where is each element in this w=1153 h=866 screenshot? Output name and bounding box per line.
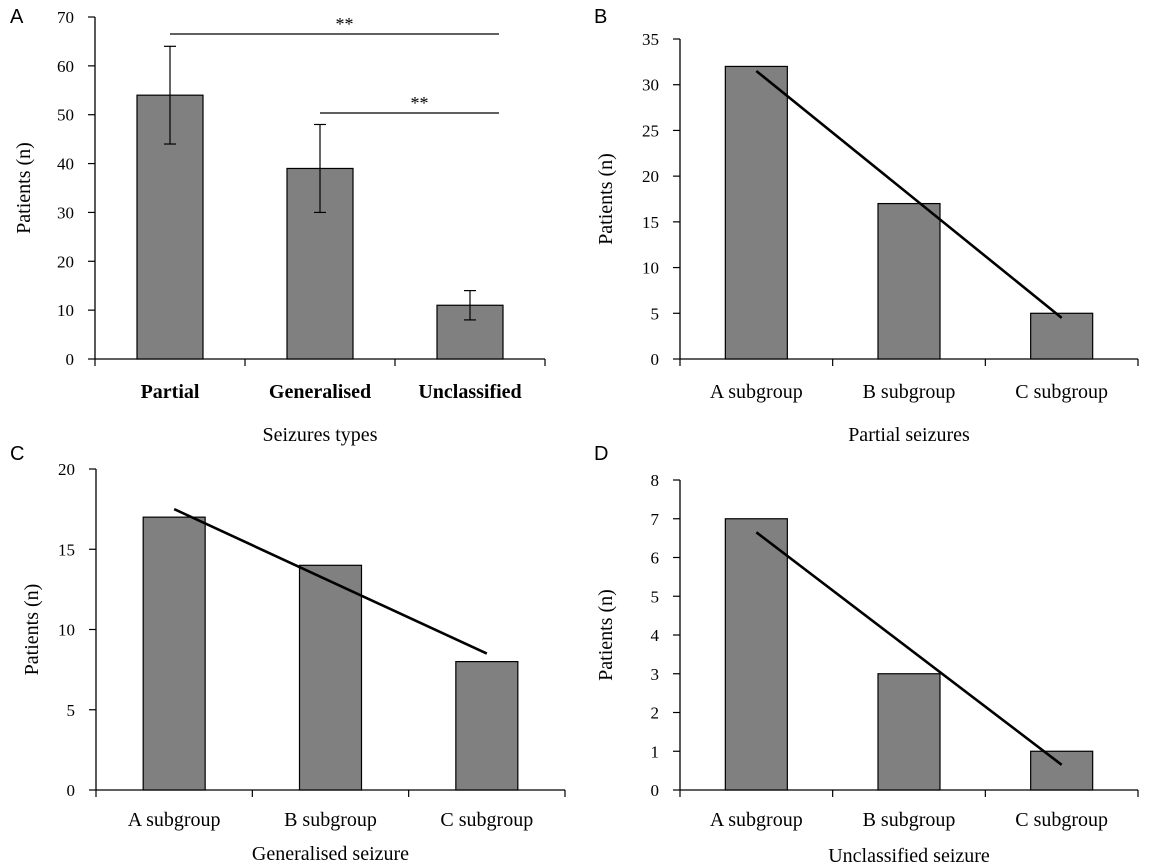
y-tick-label: 5 bbox=[67, 701, 76, 720]
chart-panel-b: 0 5 10 15 20 25 30 35 A subgroup B subgroup C subg… bbox=[595, 30, 1139, 446]
bar-3 bbox=[1030, 750, 1094, 791]
y-tick-label: 7 bbox=[651, 510, 660, 529]
x-category-label: B subgroup bbox=[863, 381, 956, 403]
y-axis-title: Patients (n) bbox=[595, 589, 617, 681]
y-tick-label: 15 bbox=[642, 213, 659, 232]
y-tick-label: 2 bbox=[651, 704, 660, 723]
bar-2 bbox=[877, 202, 941, 360]
y-tick-label: 6 bbox=[651, 549, 660, 568]
bar-1 bbox=[142, 516, 206, 791]
trend-line bbox=[755, 531, 1063, 766]
y-tick-label: 0 bbox=[651, 350, 660, 369]
x-category-label: A subgroup bbox=[128, 809, 221, 831]
y-tick-label: 20 bbox=[58, 460, 75, 479]
panel-letter-b: B bbox=[594, 6, 608, 28]
y-tick-label: 10 bbox=[642, 259, 659, 278]
x-category-label: C subgroup bbox=[1015, 381, 1108, 403]
chart-panel-d: 0 1 2 3 4 5 6 7 8 A subgroup B subgroup C subgroup U… bbox=[595, 471, 1139, 866]
y-tick-label: 4 bbox=[651, 626, 660, 645]
x-category-label: Generalised bbox=[269, 381, 371, 403]
y-tick-label: 25 bbox=[642, 121, 659, 140]
x-category-label: Partial bbox=[141, 381, 200, 403]
y-tick-label: 10 bbox=[57, 301, 74, 320]
y-tick-label: 30 bbox=[642, 76, 659, 95]
x-category-label: C subgroup bbox=[1015, 809, 1108, 831]
bar-1 bbox=[724, 65, 788, 360]
y-tick-label: 40 bbox=[57, 155, 74, 174]
x-category-label: B subgroup bbox=[863, 809, 956, 831]
y-tick-label: 15 bbox=[58, 540, 75, 559]
y-axis-title: Patients (n) bbox=[13, 142, 35, 234]
x-axis-title: Unclassified seizure bbox=[828, 845, 990, 866]
bar-2 bbox=[298, 564, 363, 791]
bar-3 bbox=[1030, 312, 1094, 360]
y-tick-label: 1 bbox=[651, 742, 660, 761]
x-category-label: B subgroup bbox=[284, 809, 377, 831]
panel-letter-c: C bbox=[10, 443, 25, 465]
y-tick-label: 10 bbox=[58, 621, 75, 640]
y-tick-label: 20 bbox=[642, 167, 659, 186]
y-tick-label: 50 bbox=[57, 106, 74, 125]
y-axis-title: Patients (n) bbox=[21, 584, 43, 676]
y-tick-label: 20 bbox=[57, 252, 74, 271]
significance-label-2: ** bbox=[411, 93, 429, 113]
trend-line bbox=[755, 69, 1063, 319]
bar-1 bbox=[724, 518, 788, 791]
y-tick-label: 0 bbox=[66, 350, 75, 369]
y-tick-label: 0 bbox=[67, 781, 76, 800]
y-axis-title: Patients (n) bbox=[595, 153, 617, 245]
y-tick-label: 5 bbox=[651, 304, 660, 323]
y-tick-label: 35 bbox=[642, 30, 659, 49]
bar-2 bbox=[877, 673, 941, 791]
bar-3 bbox=[455, 660, 519, 791]
y-tick-label: 8 bbox=[651, 471, 660, 490]
y-tick-label: 0 bbox=[651, 781, 660, 800]
x-category-label: C subgroup bbox=[440, 809, 533, 831]
chart-panel-c: 0 5 10 15 20 A subgroup B subgroup C subgroup Ge… bbox=[21, 460, 566, 865]
y-tick-label: 60 bbox=[57, 57, 74, 76]
y-tick-label: 5 bbox=[651, 587, 660, 606]
y-tick-label: 70 bbox=[57, 8, 74, 27]
chart-panel-a: 0 10 20 30 40 50 60 70 ** ** Partial Generalised Unc… bbox=[13, 8, 546, 446]
y-tick-label: 30 bbox=[57, 203, 74, 222]
x-category-label: A subgroup bbox=[710, 381, 803, 403]
panel-letter-d: D bbox=[594, 443, 609, 465]
trend-line bbox=[173, 507, 488, 655]
x-category-label: A subgroup bbox=[710, 809, 803, 831]
significance-label-1: ** bbox=[336, 14, 354, 34]
y-tick-label: 3 bbox=[651, 665, 660, 684]
x-axis-title: Partial seizures bbox=[848, 424, 970, 446]
x-category-label: Unclassified bbox=[418, 381, 521, 403]
x-axis-title: Seizures types bbox=[263, 424, 378, 446]
panel-letter-a: A bbox=[10, 6, 24, 28]
x-axis-title: Generalised seizure bbox=[252, 843, 409, 865]
